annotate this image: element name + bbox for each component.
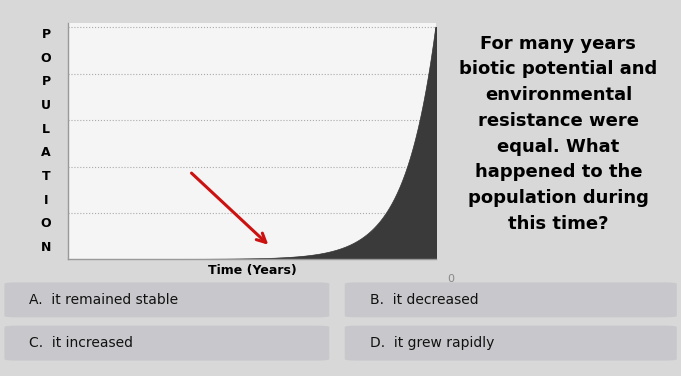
Text: T: T	[42, 170, 50, 183]
Text: O: O	[41, 217, 51, 230]
FancyBboxPatch shape	[5, 326, 330, 361]
FancyBboxPatch shape	[345, 326, 677, 361]
Text: U: U	[41, 99, 51, 112]
Text: O: O	[41, 52, 51, 65]
Text: I: I	[44, 194, 48, 207]
Text: P: P	[42, 75, 50, 88]
Text: L: L	[42, 123, 50, 136]
Text: A.  it remained stable: A. it remained stable	[29, 293, 178, 307]
Text: N: N	[41, 241, 51, 254]
Text: For many years
biotic potential and
environmental
resistance were
equal. What
ha: For many years biotic potential and envi…	[459, 35, 658, 233]
Text: B.  it decreased: B. it decreased	[370, 293, 479, 307]
FancyBboxPatch shape	[345, 282, 677, 317]
Text: P: P	[42, 28, 50, 41]
Text: A: A	[42, 146, 51, 159]
Text: D.  it grew rapidly: D. it grew rapidly	[370, 336, 494, 350]
Text: C.  it increased: C. it increased	[29, 336, 133, 350]
FancyBboxPatch shape	[5, 282, 330, 317]
Text: 0: 0	[447, 274, 454, 284]
X-axis label: Time (Years): Time (Years)	[208, 264, 296, 277]
